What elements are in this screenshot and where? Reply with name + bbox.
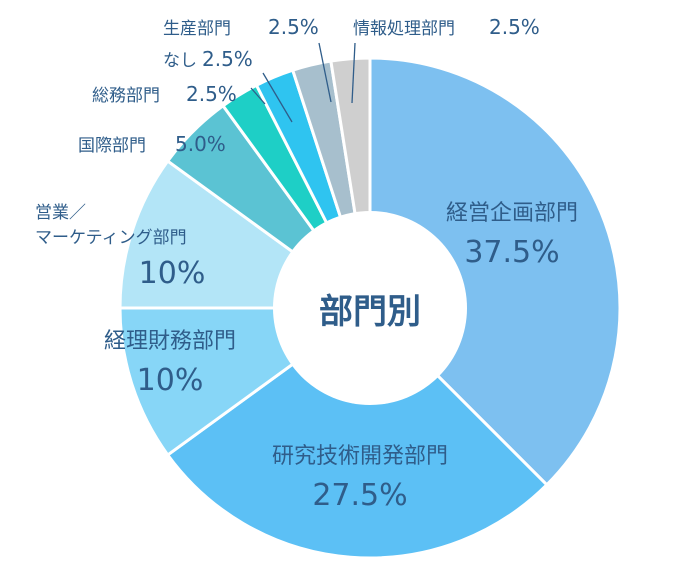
leader-line-6 bbox=[262, 72, 293, 123]
slice-name-label-1: 研究技術開発部門 bbox=[272, 444, 448, 469]
slice-value-label-6: 2.5% bbox=[202, 47, 253, 71]
slice-name-label-3-line-1: マーケティング部門 bbox=[35, 228, 187, 248]
slice-value-label-2: 10% bbox=[137, 363, 204, 398]
slice-value-label-1: 27.5% bbox=[312, 478, 407, 513]
labels-group: 経営企画部門 37.5% 研究技術開発部門 27.5% 経理財務部門 10% 営業／ マーケテ… bbox=[35, 15, 578, 513]
slice-name-label-2: 経理財務部門 bbox=[104, 329, 236, 354]
slice-value-label-8: 2.5% bbox=[489, 15, 540, 39]
slice-value-label-7: 2.5% bbox=[268, 15, 319, 39]
leader-line-5 bbox=[250, 87, 266, 105]
slice-value-label-0: 37.5% bbox=[464, 235, 559, 270]
slice-name-label-5: 総務部門 bbox=[92, 86, 160, 106]
leader-lines-group bbox=[250, 42, 356, 123]
slice-name-label-8: 情報処理部門 bbox=[353, 19, 455, 39]
slice-value-label-5: 2.5% bbox=[186, 82, 237, 106]
slice-0 bbox=[368, 56, 622, 487]
slice-name-label-6: なし bbox=[163, 51, 197, 71]
leader-line-7 bbox=[318, 42, 332, 103]
slice-1 bbox=[165, 306, 549, 560]
slice-name-label-4: 国際部門 bbox=[78, 136, 146, 156]
slice-name-label-3-line-0: 営業／ bbox=[35, 203, 86, 223]
center-label: 部門別 bbox=[319, 292, 421, 332]
slice-value-label-3: 10% bbox=[139, 256, 206, 291]
slice-name-label-0: 経営企画部門 bbox=[446, 201, 578, 226]
leader-line-8 bbox=[351, 42, 356, 104]
slice-value-label-4: 5.0% bbox=[175, 132, 226, 156]
slice-name-label-7: 生産部門 bbox=[163, 19, 231, 39]
donut-hole bbox=[273, 211, 467, 405]
